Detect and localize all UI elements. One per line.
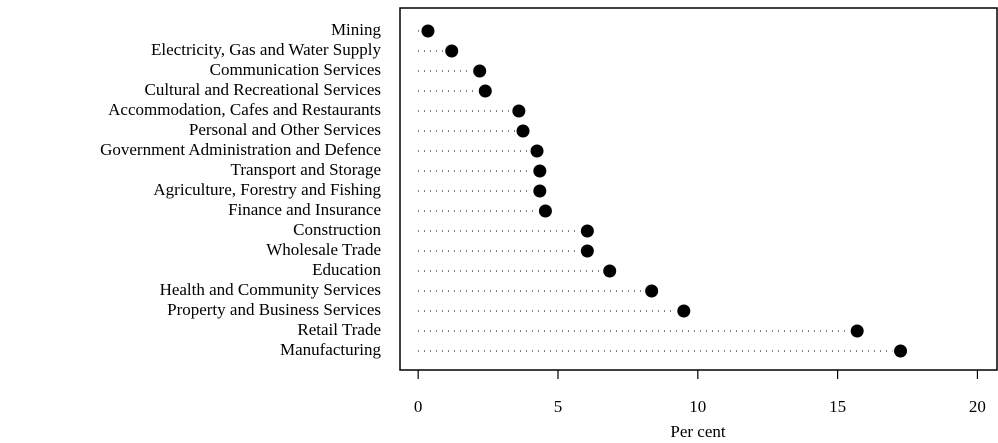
x-tick-label: 0	[414, 397, 423, 416]
y-tick-label: Agriculture, Forestry and Fishing	[153, 180, 381, 199]
dot	[538, 204, 552, 218]
dot	[473, 64, 487, 78]
x-tick-label: 20	[969, 397, 986, 416]
x-tick-label: 5	[554, 397, 563, 416]
y-tick-label: Mining	[331, 20, 382, 39]
y-tick-label: Property and Business Services	[167, 300, 381, 319]
dot	[478, 84, 492, 98]
dot	[894, 344, 908, 358]
y-tick-label: Retail Trade	[297, 320, 381, 339]
y-tick-label: Government Administration and Defence	[100, 140, 381, 159]
y-tick-label: Cultural and Recreational Services	[145, 80, 382, 99]
y-tick-label: Education	[312, 260, 381, 279]
y-tick-label: Personal and Other Services	[189, 120, 381, 139]
dot	[512, 104, 526, 118]
dot	[445, 44, 459, 58]
y-tick-label: Accommodation, Cafes and Restaurants	[108, 100, 381, 119]
y-tick-label: Electricity, Gas and Water Supply	[151, 40, 381, 59]
dot	[533, 184, 547, 198]
y-tick-label: Construction	[293, 220, 381, 239]
y-tick-label: Wholesale Trade	[266, 240, 381, 259]
plot-frame	[399, 7, 998, 371]
y-tick-label: Transport and Storage	[231, 160, 381, 179]
x-axis-label: Per cent	[670, 422, 726, 441]
dot	[533, 164, 547, 178]
dot	[580, 244, 594, 258]
dot	[530, 144, 544, 158]
dot	[850, 324, 864, 338]
dot	[603, 264, 617, 278]
dot	[580, 224, 594, 238]
dot	[677, 304, 691, 318]
x-tick-label: 15	[829, 397, 846, 416]
dot	[516, 124, 530, 138]
y-tick-label: Finance and Insurance	[228, 200, 381, 219]
dot	[645, 284, 659, 298]
dot	[421, 24, 435, 38]
x-tick-label: 10	[689, 397, 706, 416]
y-tick-label: Manufacturing	[280, 340, 382, 359]
y-tick-label: Communication Services	[210, 60, 381, 79]
y-tick-label: Health and Community Services	[160, 280, 381, 299]
